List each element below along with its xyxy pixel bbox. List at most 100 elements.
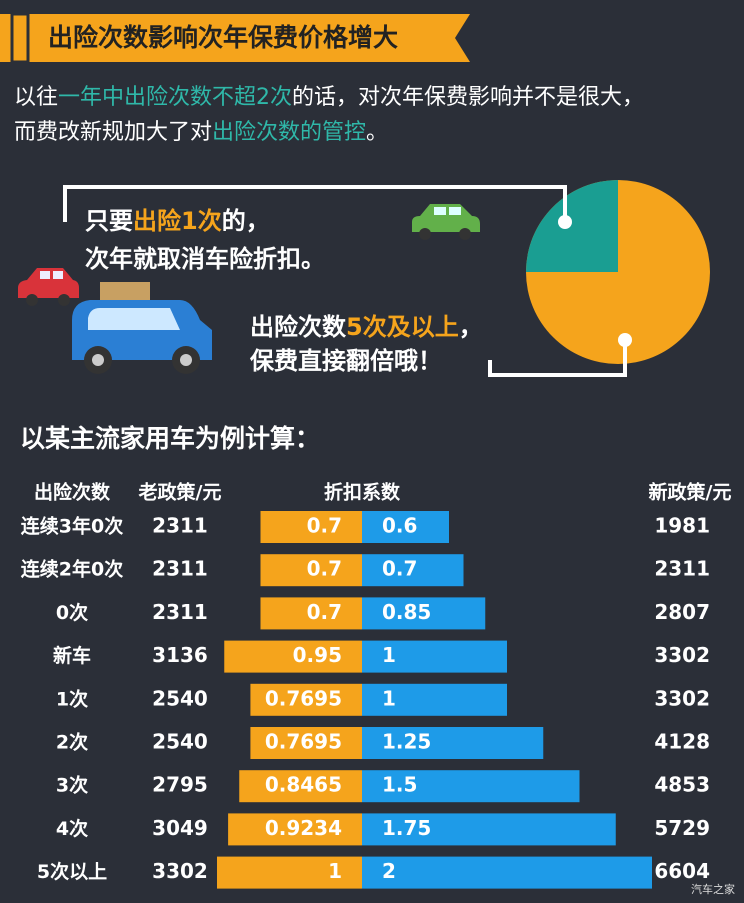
new-coefficient: 1: [382, 643, 396, 667]
column-header: 新政策/元: [649, 481, 732, 504]
text-line: 以往一年中出险次数不超2次的话，对次年保费影响并不是很大，: [14, 85, 644, 110]
old-coefficient-bar: [217, 856, 362, 889]
text-segment: ，: [459, 313, 483, 341]
old-coefficient-bar: [250, 727, 362, 759]
old-price: 3136: [152, 643, 208, 667]
new-price: 4128: [654, 730, 710, 754]
title-banner-tab: [10, 12, 30, 64]
section-title: 以某主流家用车为例计算：: [20, 424, 320, 453]
old-price: 2540: [152, 730, 208, 754]
old-coefficient-bar: [260, 597, 362, 630]
new-coefficient-bar: [362, 683, 507, 716]
new-coefficient-bar: [362, 856, 652, 889]
new-price: 1981: [654, 514, 710, 538]
old-price: 2540: [152, 686, 208, 710]
car-icon: [18, 268, 79, 306]
old-coefficient-bar: [250, 683, 362, 716]
old-coefficient-bar: [260, 511, 362, 543]
car-icon: [412, 204, 480, 240]
text-segment: 而费改新规加大了对: [14, 120, 212, 145]
old-coefficient: 0.7695: [265, 686, 342, 710]
new-coefficient-bar: [362, 554, 464, 587]
old-price: 2311: [152, 557, 208, 581]
new-coefficient-bar: [362, 640, 507, 673]
row-label: 新车: [53, 644, 91, 667]
text-segment: 出险次数: [250, 313, 347, 341]
old-price: 3049: [152, 816, 208, 840]
text-segment: 。: [366, 120, 388, 145]
new-coefficient: 0.85: [382, 600, 431, 624]
dot: [558, 215, 572, 229]
watermark: 汽车之家: [691, 882, 735, 896]
old-coefficient-bar: [260, 554, 362, 587]
old-coefficient-bar: [224, 640, 362, 673]
title-banner: [0, 14, 470, 62]
old-coefficient-bar: [228, 813, 362, 846]
row-label: 2次: [56, 731, 88, 754]
old-coefficient: 0.7: [307, 514, 342, 538]
old-coefficient: 0.8465: [265, 773, 342, 797]
old-coefficient-bar: [239, 770, 362, 803]
new-coefficient-bar: [362, 511, 449, 543]
new-price: 3302: [654, 686, 710, 710]
text-line: 只要出险1次的，: [85, 207, 270, 235]
new-coefficient: 1: [382, 686, 396, 710]
pie-slice: [526, 180, 618, 272]
row-label: 连续3年0次: [21, 515, 123, 538]
highlight-text: 出险次数的管控: [212, 120, 366, 145]
new-coefficient: 2: [382, 859, 396, 883]
column-header: 老政策/元: [139, 481, 222, 504]
row-label: 4次: [56, 817, 88, 840]
text-line: 而费改新规加大了对出险次数的管控。: [14, 120, 388, 145]
new-coefficient-bar: [362, 597, 486, 630]
old-coefficient: 0.95: [293, 643, 342, 667]
new-price: 5729: [654, 816, 710, 840]
bracket: [63, 185, 567, 222]
text-line: 次年就取消车险折扣。: [85, 245, 325, 273]
text-segment: 的，: [222, 207, 270, 235]
old-price: 2311: [152, 514, 208, 538]
old-price: 3302: [152, 859, 208, 883]
old-coefficient: 1: [328, 859, 342, 883]
dot: [618, 333, 632, 347]
new-coefficient: 0.6: [382, 514, 417, 538]
new-price: 4853: [654, 773, 710, 797]
new-coefficient-bar: [362, 727, 544, 759]
row-label: 5次以上: [37, 860, 107, 883]
new-price: 2807: [654, 600, 710, 624]
bracket: [488, 340, 627, 377]
column-header: 出险次数: [34, 481, 111, 504]
new-coefficient: 1.5: [382, 773, 417, 797]
row-label: 连续2年0次: [21, 558, 123, 581]
highlight-text: 5次及以上: [346, 313, 459, 341]
text-segment: 以往: [14, 85, 58, 110]
old-price: 2795: [152, 773, 208, 797]
car-icon: [72, 282, 212, 374]
text-segment: 保费直接翻倍哦！: [249, 347, 442, 375]
text-segment: 只要: [85, 207, 133, 235]
highlight-text: 一年中出险次数不超2次: [58, 85, 292, 110]
new-coefficient-bar: [362, 770, 580, 803]
column-header: 折扣系数: [324, 481, 401, 504]
text-segment: 次年就取消车险折扣。: [85, 245, 325, 273]
old-price: 2311: [152, 600, 208, 624]
new-price: 3302: [654, 643, 710, 667]
title: 出险次数影响次年保费价格增大: [48, 23, 398, 52]
old-coefficient: 0.7695: [265, 730, 342, 754]
highlight-text: 出险1次: [133, 207, 222, 235]
new-coefficient: 0.7: [382, 557, 417, 581]
text-line: 出险次数5次及以上，: [250, 313, 483, 341]
row-label: 3次: [56, 774, 88, 797]
text-line: 保费直接翻倍哦！: [249, 347, 442, 375]
old-coefficient: 0.7: [307, 557, 342, 581]
row-label: 0次: [56, 601, 88, 624]
row-label: 1次: [56, 687, 88, 710]
new-price: 6604: [654, 859, 710, 883]
new-coefficient: 1.75: [382, 816, 431, 840]
new-coefficient-bar: [362, 813, 616, 846]
new-coefficient: 1.25: [382, 730, 431, 754]
old-coefficient: 0.9234: [265, 816, 342, 840]
text-segment: 的话，对次年保费影响并不是很大，: [292, 85, 644, 110]
